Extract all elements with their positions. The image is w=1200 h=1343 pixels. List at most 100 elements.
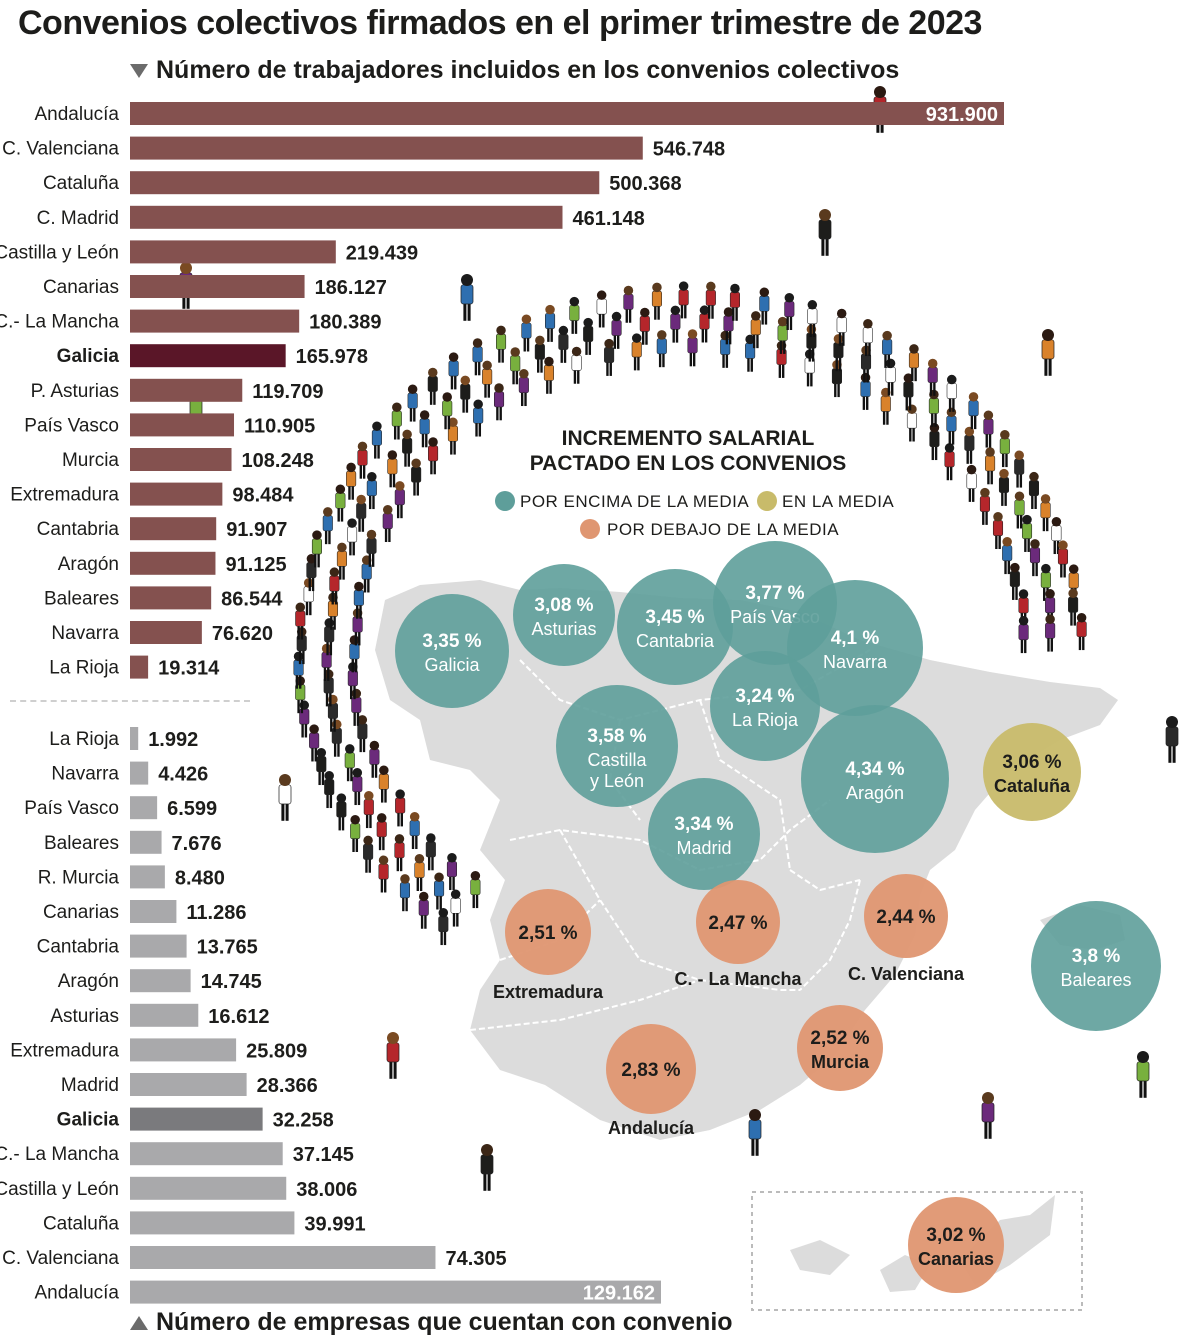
- person-figure-icon: [583, 317, 594, 355]
- person-figure-icon: [496, 325, 507, 363]
- person-figure-icon: [745, 334, 756, 372]
- person-figure-icon: [1028, 471, 1040, 509]
- person-figure-icon: [836, 308, 847, 346]
- region-bubble: [908, 1197, 1004, 1293]
- person-figure-icon: [442, 392, 453, 430]
- person-figure-icon: [366, 529, 377, 567]
- region-bubble: [606, 1024, 696, 1114]
- triangle-down-icon: [130, 63, 148, 78]
- person-figure-icon: [1014, 450, 1025, 488]
- person-figure-icon: [376, 813, 387, 851]
- bubble-region-label: C. Valenciana: [848, 964, 965, 984]
- bar-value-label: 28.366: [257, 1075, 318, 1097]
- person-figure-icon: [1057, 540, 1069, 578]
- bubble-region-label: Asturias: [531, 619, 596, 639]
- person-figure-icon: [968, 392, 979, 430]
- region-bubble: [617, 569, 733, 685]
- bar: [130, 1003, 199, 1027]
- person-figure-icon: [473, 399, 484, 437]
- bubble-region-label: C. - La Mancha: [674, 969, 802, 989]
- person-figure-icon: [391, 402, 402, 440]
- person-figure-icon: [350, 814, 361, 852]
- bar-value-label: 108.248: [242, 450, 314, 472]
- person-figure-icon: [833, 334, 844, 372]
- bar-value-label: 1.992: [148, 729, 198, 751]
- person-figure-icon: [322, 507, 333, 545]
- person-figure-icon: [651, 282, 662, 320]
- map-legend: INCREMENTO SALARIAL PACTADO EN LOS CONVE…: [495, 427, 894, 539]
- bar-value-label: 219.439: [346, 242, 418, 264]
- crowd-arc: [293, 281, 1087, 946]
- person-figure-icon: [447, 417, 458, 455]
- person-figure-icon: [1076, 613, 1087, 651]
- person-figure-icon: [480, 1144, 494, 1191]
- person-figure-icon: [324, 770, 335, 809]
- bubble-region-label: Murcia: [811, 1052, 870, 1072]
- region-bubble: [513, 564, 615, 666]
- person-figure-icon: [882, 330, 893, 368]
- bar-value-label: 4.426: [158, 764, 208, 786]
- person-figure-icon: [460, 375, 471, 413]
- region-bubble: [395, 594, 509, 708]
- bar: [130, 309, 300, 333]
- person-figure-icon: [981, 1092, 995, 1139]
- region-bubble: [787, 580, 923, 716]
- bar: [130, 344, 286, 368]
- bubble-value-label: 3,02 %: [926, 1225, 985, 1246]
- person-figure-icon: [356, 494, 367, 532]
- bar-value-label: 25.809: [246, 1040, 307, 1062]
- bar-value-label: 91.125: [225, 554, 286, 576]
- person-figure-icon: [409, 811, 420, 850]
- region-bubble: [983, 723, 1081, 821]
- person-figure-icon: [983, 410, 994, 448]
- bar-value-label: 14.745: [201, 971, 262, 993]
- bar: [130, 1142, 283, 1166]
- person-figure-icon: [569, 296, 580, 334]
- bubble-region-label: Cataluña: [994, 776, 1071, 796]
- bar-value-label: 16.612: [208, 1006, 269, 1028]
- legend-label: POR ENCIMA DE LA MEDIA: [520, 492, 749, 511]
- bubble-value-label: 2,47 %: [708, 913, 767, 934]
- person-figure-icon: [446, 852, 457, 891]
- person-figure-icon: [472, 338, 483, 376]
- person-figure-icon: [903, 373, 914, 411]
- bar: [130, 517, 217, 541]
- bubble-value-label: 4,34 %: [845, 759, 904, 780]
- bubble-value-label: 2,52 %: [810, 1028, 869, 1049]
- person-figure-icon: [571, 346, 582, 384]
- person-figure-icon: [1045, 614, 1056, 652]
- person-figure-icon: [729, 283, 740, 321]
- bar: [130, 586, 212, 610]
- bubble-region-label: Galicia: [424, 655, 480, 675]
- bubble-value-label: 3,77 %: [745, 583, 804, 604]
- person-figure-icon: [558, 325, 569, 363]
- legend-label: EN LA MEDIA: [782, 492, 894, 511]
- person-figure-icon: [1040, 494, 1051, 532]
- person-figure-icon: [470, 871, 481, 909]
- bar: [130, 482, 223, 506]
- region-bubble: [801, 705, 949, 853]
- bar-value-label: 546.748: [653, 139, 725, 161]
- bar: [130, 1038, 237, 1062]
- person-figure-icon: [1165, 716, 1179, 763]
- bar: [130, 205, 563, 229]
- bar: [130, 1211, 295, 1235]
- bar-value-label: 19.314: [158, 658, 220, 680]
- workers-subtitle: Número de trabajadores incluidos en los …: [130, 56, 899, 85]
- person-figure-icon: [818, 209, 832, 256]
- person-figure-icon: [518, 368, 529, 407]
- person-figure-icon: [999, 430, 1010, 468]
- region-bubble: [556, 685, 678, 807]
- bubble-value-label: 3,34 %: [674, 814, 733, 835]
- person-figure-icon: [395, 789, 406, 827]
- person-figure-icon: [335, 484, 346, 522]
- map-title-line-1: INCREMENTO SALARIAL: [562, 427, 815, 450]
- person-figure-icon: [402, 429, 413, 467]
- region-bubble: [648, 778, 760, 890]
- person-figure-icon: [807, 300, 818, 338]
- person-figure-icon: [352, 767, 363, 806]
- bar-value-label: 13.765: [197, 937, 258, 959]
- bubble-value-label: 2,44 %: [876, 907, 935, 928]
- bar-category-label: País Vasco: [24, 798, 119, 819]
- bubbles-layer: 3,35 % Galicia 3,08 % Asturias 3,45 % Cantabr…: [395, 541, 1161, 1293]
